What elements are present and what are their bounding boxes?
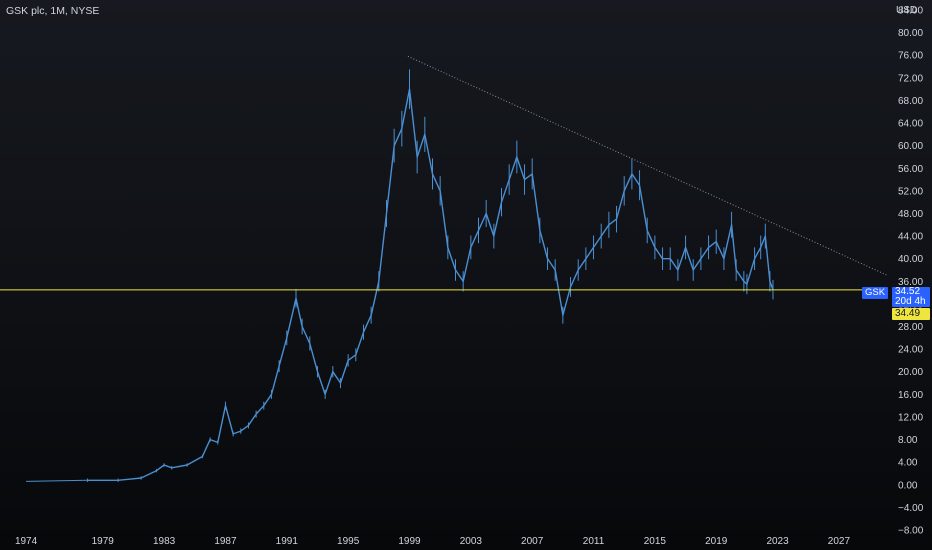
last-price-box: 34.52 20d 4h — [892, 287, 930, 307]
drawing-layer[interactable] — [0, 55, 889, 291]
y-tick-label: 84.00 — [898, 6, 923, 17]
resistance-trend-line[interactable] — [407, 55, 889, 277]
y-tick-label: 48.00 — [898, 209, 923, 220]
last-price-value: 34.52 — [895, 286, 921, 297]
x-tick-label: 1974 — [15, 536, 38, 547]
x-tick-label: 2019 — [705, 536, 728, 547]
horizontal-line-price-box: 34.49 — [892, 308, 930, 320]
x-tick-label: 2003 — [460, 536, 483, 547]
x-tick-label: 1987 — [214, 536, 237, 547]
series-early-segment — [26, 479, 88, 482]
y-tick-label: 80.00 — [898, 28, 923, 39]
y-tick-label: 44.00 — [898, 232, 923, 243]
currency-label: USD — [896, 5, 918, 16]
symbol-title: GSK plc, 1M, NYSE — [6, 5, 100, 17]
y-tick-label: 20.00 — [898, 367, 923, 378]
x-tick-label: 2011 — [583, 536, 605, 547]
y-tick-label: 52.00 — [898, 186, 923, 197]
x-tick-label: 1991 — [276, 536, 299, 547]
y-tick-label: 60.00 — [898, 141, 923, 152]
y-tick-label: 0.00 — [898, 480, 918, 491]
y-tick-label: 24.00 — [898, 345, 923, 356]
y-tick-label: 12.00 — [898, 412, 923, 423]
y-tick-label: 68.00 — [898, 96, 923, 107]
y-tick-label: 40.00 — [898, 254, 923, 265]
x-tick-label: 2015 — [644, 536, 667, 547]
y-tick-label: 16.00 — [898, 390, 923, 401]
ticker-tag: GSK — [862, 287, 888, 299]
y-tick-label: 4.00 — [898, 458, 918, 469]
y-tick-label: 28.00 — [898, 322, 923, 333]
y-tick-label: 76.00 — [898, 51, 923, 62]
y-tick-label: 36.00 — [898, 277, 923, 288]
x-tick-label: 2023 — [766, 536, 789, 547]
y-tick-label: −4.00 — [898, 503, 924, 514]
x-tick-label: 2027 — [828, 536, 851, 547]
x-tick-label: 2007 — [521, 536, 544, 547]
y-tick-label: 64.00 — [898, 119, 923, 130]
x-tick-label: 1979 — [92, 536, 115, 547]
bar-countdown: 20d 4h — [895, 296, 926, 307]
y-tick-label: 72.00 — [898, 73, 923, 84]
x-tick-label: 1983 — [153, 536, 176, 547]
x-tick-label: 1995 — [337, 536, 360, 547]
x-tick-label: 1999 — [398, 536, 421, 547]
y-tick-label: 8.00 — [898, 435, 918, 446]
y-axis: −8.00 −4.00 0.00 4.00 8.00 12.00 16.00 20.00 24.… — [898, 6, 924, 537]
y-tick-label: 56.00 — [898, 164, 923, 175]
y-tick-label: −8.00 — [898, 526, 924, 537]
price-series-line — [87, 88, 774, 481]
x-axis: 1974 1979 1983 1987 1991 1995 1999 2003 2007 2011… — [15, 536, 851, 547]
series-layer — [26, 69, 774, 482]
